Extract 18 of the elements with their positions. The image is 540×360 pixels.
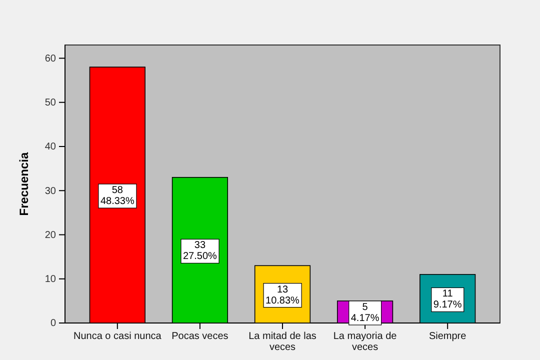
y-tick-label: 40 <box>44 142 56 153</box>
y-tick-label: 50 <box>44 98 56 109</box>
data-label: 33 27.50% <box>182 240 218 262</box>
x-tick-label: Nunca o casi nunca <box>73 331 162 342</box>
y-tick-label: 30 <box>44 186 56 197</box>
data-label: 13 10.83% <box>266 284 300 306</box>
data-label: 5 4.17% <box>350 302 380 324</box>
y-tick-label: 10 <box>44 274 56 286</box>
y-tick-label: 20 <box>44 230 56 241</box>
x-tick-label: Pocas veces <box>172 331 228 342</box>
y-axis-title: Frecuencia <box>17 152 31 216</box>
y-tick-label: 0 <box>50 318 56 330</box>
x-tick-label: La mayoria de veces <box>333 331 398 354</box>
x-tick-label: La mitad de las veces <box>248 331 316 354</box>
data-label: 11 9.17% <box>433 288 462 311</box>
data-label: 58 48.33% <box>100 185 134 208</box>
y-tick-label: 60 <box>44 53 56 64</box>
x-tick-label: Siempre <box>428 331 467 342</box>
